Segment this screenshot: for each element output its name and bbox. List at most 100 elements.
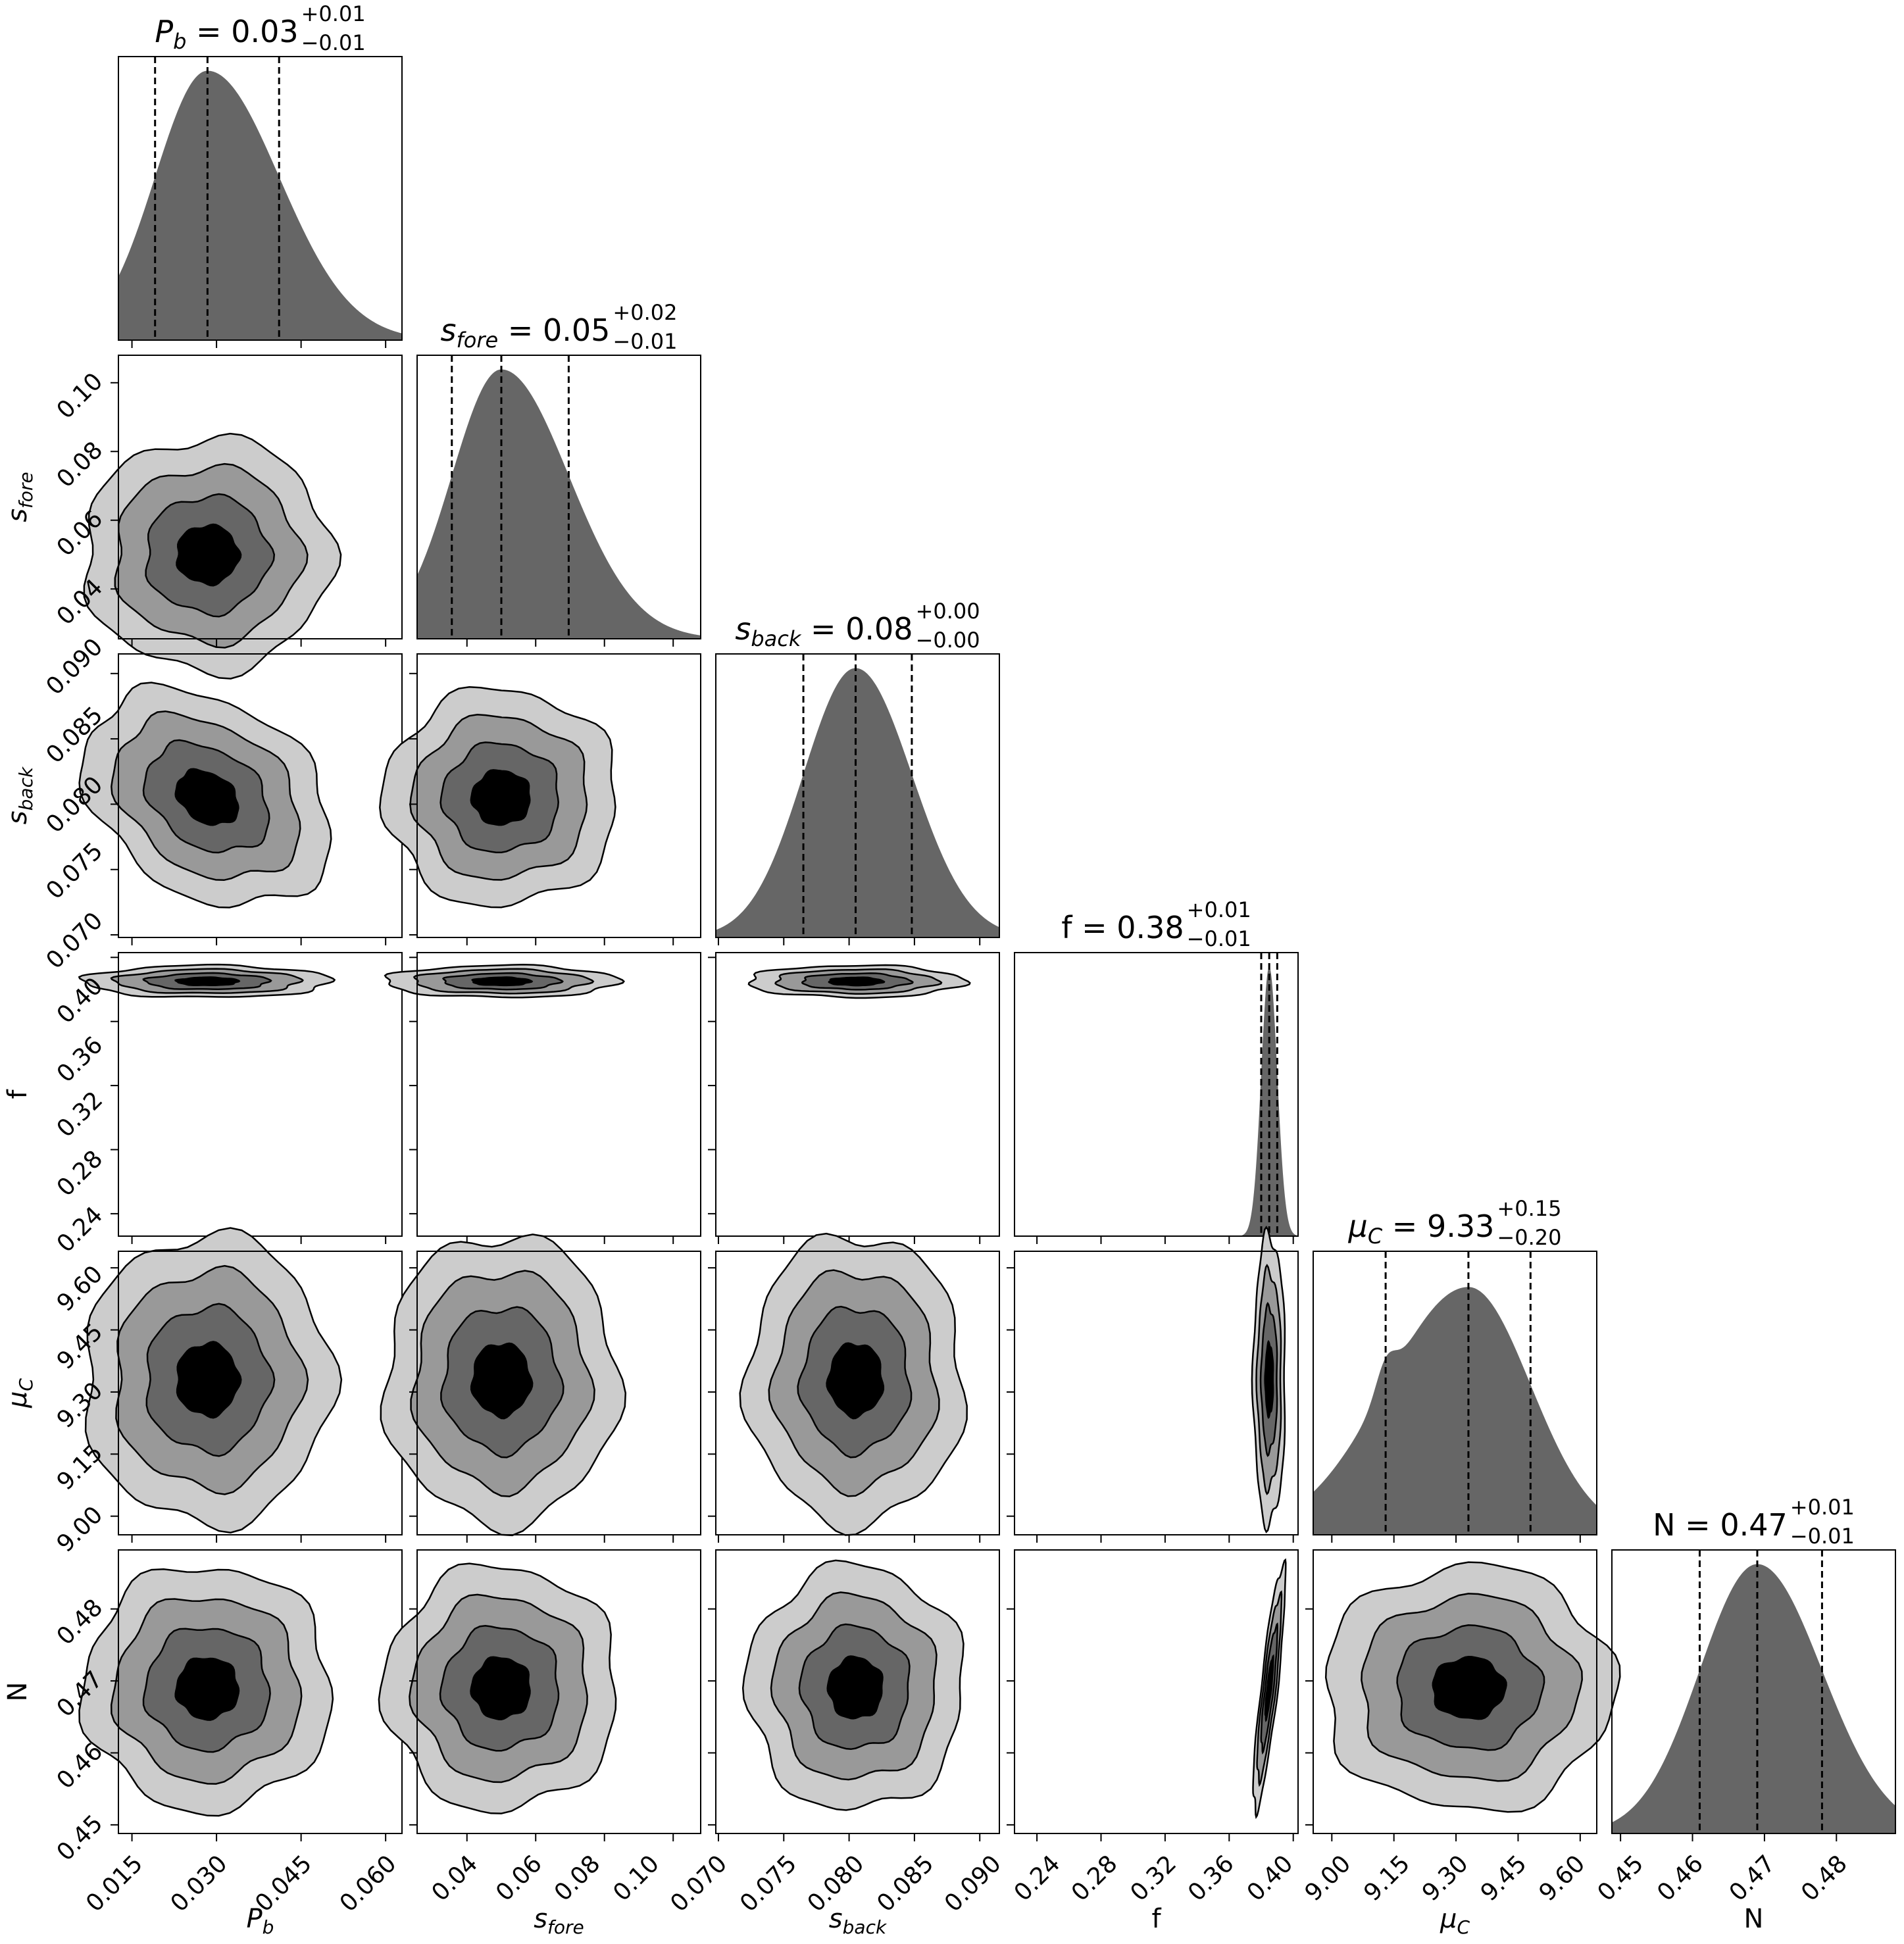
axis-symbol: f [1151, 1904, 1161, 1934]
title-value: 0.05 [543, 312, 610, 348]
title-plus: +0.01 [1790, 1495, 1855, 1520]
title-symbol: f [1061, 910, 1073, 945]
panel-frame [416, 1251, 701, 1535]
axis-subscript: C [15, 1378, 37, 1391]
y-tick-label: 0.070 [41, 907, 108, 974]
x-tick-label: 0.36 [1183, 1850, 1240, 1907]
title-subscript: fore [457, 328, 499, 353]
contour-panel-1-2 [379, 653, 701, 945]
title-minus: −0.20 [1497, 1225, 1561, 1250]
x-axis-label-5: N [1744, 1904, 1764, 1934]
x-tick-label: 0.060 [335, 1850, 402, 1917]
contour-panel-2-3 [708, 952, 1000, 1244]
x-tick-label: 9.60 [1534, 1850, 1591, 1907]
histogram-fill [417, 369, 701, 639]
title-subscript: b [173, 29, 186, 54]
title-value: 0.47 [1720, 1507, 1787, 1543]
x-axis-label-2: sback [829, 1904, 888, 1938]
x-tick-label: 9.15 [1359, 1850, 1415, 1907]
y-axis-label-2: sback [3, 766, 37, 824]
x-tick-label: 0.070 [665, 1850, 732, 1917]
axis-symbol: P [247, 1904, 263, 1934]
y-axis-label-4: μC [3, 1378, 37, 1408]
contour-panel-2-5: 0.070 0.075 0.080 0.085 0.090 [665, 1549, 1007, 1917]
title-symbol: N [1653, 1507, 1675, 1543]
contour-level-4 [826, 1342, 885, 1420]
histogram-fill [1015, 966, 1298, 1236]
y-tick-label: 0.24 [52, 1201, 109, 1258]
panel-title-1: sfore = 0.05 [441, 312, 611, 353]
title-subscript: C [1368, 1224, 1383, 1249]
contour-panel-2-4 [708, 1232, 1000, 1543]
y-tick-label: 0.075 [41, 837, 108, 905]
contour-level-4 [470, 769, 531, 826]
x-tick-label: 0.24 [1009, 1850, 1066, 1907]
contour-level-4 [826, 1655, 884, 1720]
title-plus: +0.15 [1497, 1196, 1561, 1221]
contour-level-4 [470, 1342, 534, 1420]
panel-frame [1014, 952, 1299, 1237]
histogram-fill [118, 70, 402, 340]
panel-frame [118, 355, 403, 639]
title-symbol: μ [1348, 1209, 1368, 1244]
panel-frame [416, 952, 701, 1237]
panel-frame [1014, 1251, 1299, 1535]
title-plus: +0.01 [301, 1, 366, 26]
panel-frame [416, 1549, 701, 1834]
panel-frame [1611, 1549, 1896, 1834]
histogram-fill [716, 668, 999, 937]
title-plus: +0.02 [613, 300, 677, 325]
histogram-panel-5: N = 0.47 +0.01 −0.01 0.45 0.46 0.47 0.48 [1593, 1495, 1896, 1907]
title-value: 0.03 [231, 14, 298, 49]
histogram-panel-3: f = 0.38 +0.01 −0.01 [1014, 897, 1299, 1244]
title-minus: −0.01 [301, 30, 366, 55]
y-tick-label: 0.08 [52, 437, 109, 493]
x-tick-label: 9.00 [1300, 1850, 1357, 1907]
axis-symbol: N [3, 1682, 33, 1702]
panel-frame [715, 1251, 1000, 1535]
x-tick-label: 0.32 [1125, 1850, 1182, 1907]
title-minus: −0.01 [1187, 926, 1251, 951]
panel-frame [1014, 1549, 1299, 1834]
x-axis-label-4: μC [1440, 1904, 1470, 1938]
title-minus: −0.01 [1790, 1524, 1855, 1549]
x-tick-label: 0.10 [608, 1850, 664, 1907]
axis-symbol: s [534, 1904, 547, 1934]
x-tick-label: 0.085 [872, 1850, 939, 1917]
y-tick-label: 0.45 [52, 1810, 109, 1866]
histogram-fill [1313, 1287, 1597, 1535]
x-tick-label: 0.48 [1796, 1850, 1853, 1907]
contour-level-4 [1432, 1655, 1507, 1720]
title-symbol: s [735, 611, 751, 647]
title-value: 9.33 [1427, 1209, 1494, 1244]
contour-panel-0-3: 0.240.280.320.360.40 [52, 952, 403, 1258]
title-subscript: back [751, 626, 802, 651]
contour-panel-0-4: 9.009.159.309.459.60 [52, 1227, 403, 1558]
panel-title-3: f = 0.38 [1061, 910, 1184, 945]
axis-symbol: f [3, 1089, 33, 1099]
histogram-fill [1612, 1564, 1895, 1833]
panel-frame [118, 56, 403, 341]
contour-panel-1-3 [384, 952, 701, 1244]
title-plus: +0.00 [916, 599, 980, 624]
contour-panel-3-4 [1007, 1226, 1299, 1543]
panel-frame [715, 653, 1000, 938]
contour-level-4 [470, 1656, 531, 1720]
x-axis-label-1: sfore [534, 1904, 584, 1938]
contour-level-4 [1264, 1654, 1274, 1722]
x-tick-label: 0.04 [427, 1850, 484, 1907]
panel-frame [1313, 1549, 1597, 1834]
x-axis-label-3: f [1151, 1904, 1161, 1934]
y-tick-label: 0.090 [41, 634, 108, 701]
axis-subscript: fore [15, 472, 37, 509]
panel-frame [715, 952, 1000, 1237]
contour-level-4 [176, 523, 242, 587]
x-tick-label: 0.015 [81, 1850, 148, 1917]
histogram-panel-1: sfore = 0.05 +0.02 −0.01 [416, 300, 701, 647]
x-tick-label: 0.08 [549, 1850, 606, 1907]
axis-symbol: N [1744, 1904, 1764, 1934]
x-tick-label: 0.45 [1593, 1850, 1649, 1907]
axis-symbol: μ [3, 1391, 33, 1408]
